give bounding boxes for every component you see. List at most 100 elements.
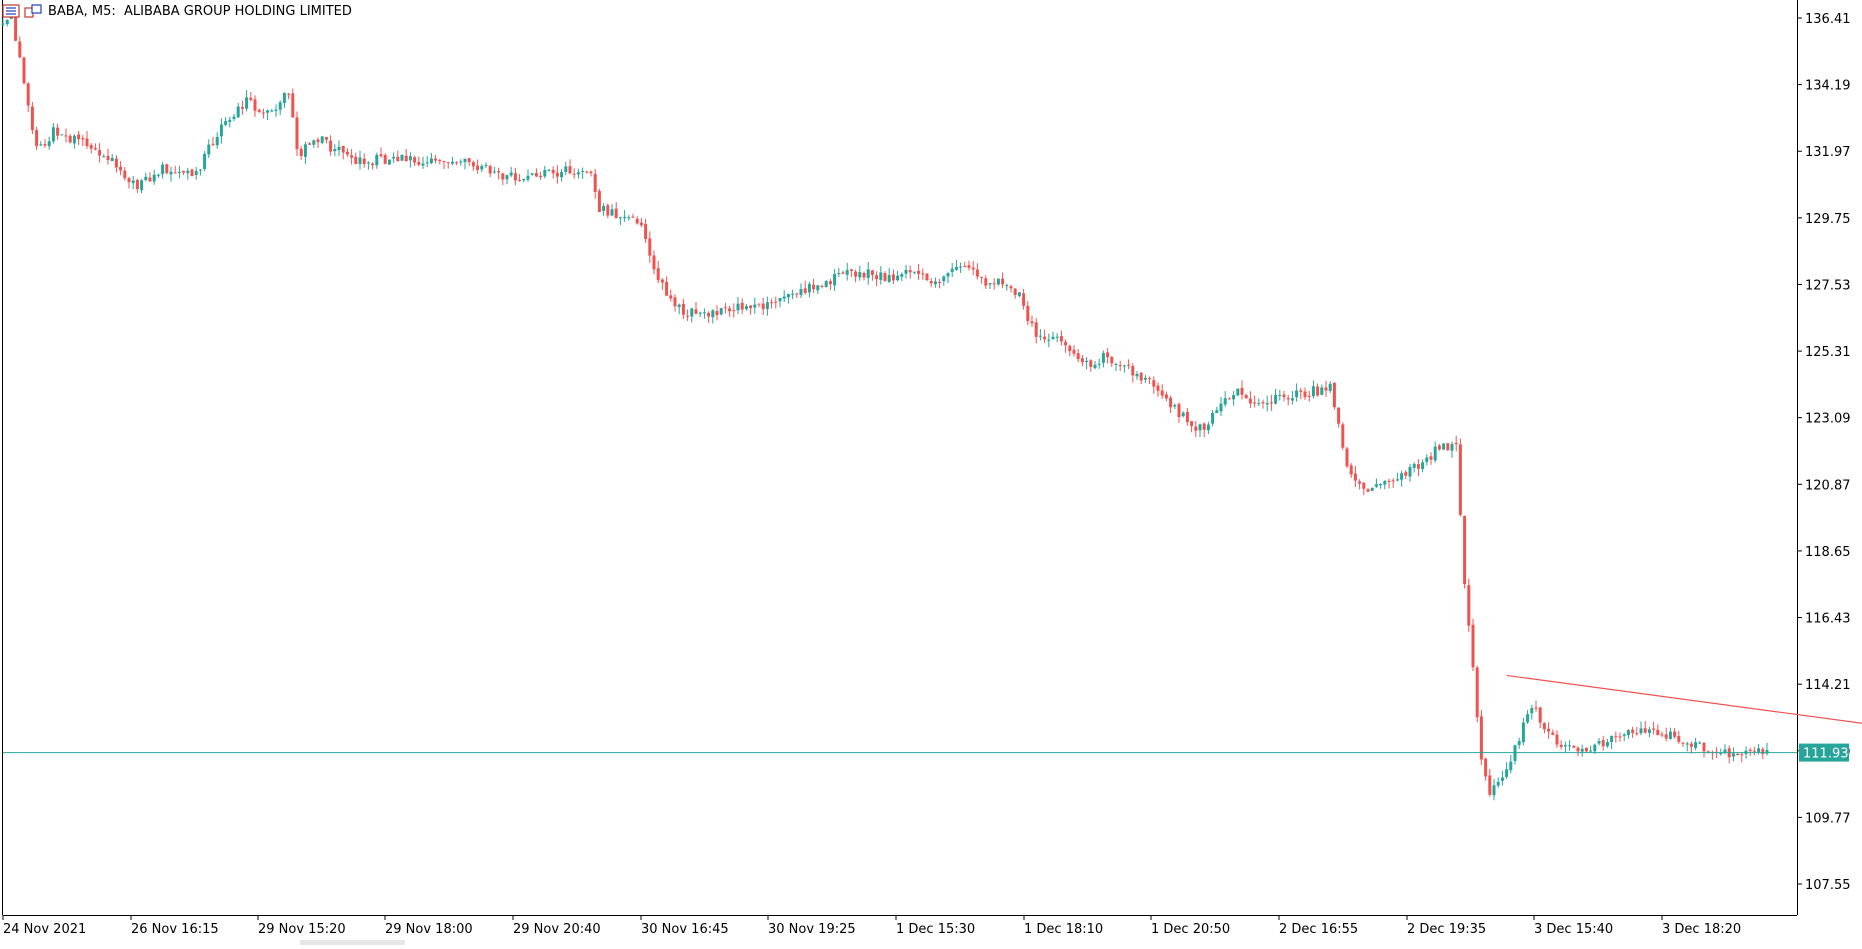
trendline[interactable] xyxy=(1506,674,1862,724)
candle-body xyxy=(127,178,131,183)
candle-body xyxy=(194,171,198,175)
candle-body xyxy=(530,173,534,175)
x-tick-label: 30 Nov 19:25 xyxy=(768,922,856,937)
candle-body xyxy=(1055,336,1059,338)
candle-body xyxy=(152,174,156,182)
candle-body xyxy=(333,148,337,152)
candle-body xyxy=(375,154,379,166)
candle-body xyxy=(576,172,580,175)
candle-body xyxy=(925,273,929,281)
candle-body xyxy=(1160,390,1164,396)
candle-body xyxy=(644,224,648,240)
candle-body xyxy=(14,16,18,41)
candle-body xyxy=(518,180,522,182)
candle-body xyxy=(1240,387,1244,395)
candle-body xyxy=(1122,365,1126,367)
candle-body xyxy=(833,274,837,286)
candle-body xyxy=(89,145,93,149)
candle-body xyxy=(1194,426,1198,431)
candle-body xyxy=(992,283,996,285)
candle-body xyxy=(841,272,845,274)
candle-body xyxy=(1740,754,1744,756)
candle-body xyxy=(1307,395,1311,397)
candle-body xyxy=(1496,781,1500,786)
candle-body xyxy=(967,265,971,268)
candle-body xyxy=(551,169,555,174)
candle-body xyxy=(1698,742,1702,744)
candle-body xyxy=(862,272,866,278)
candle-body xyxy=(1626,730,1630,736)
candle-body xyxy=(240,107,244,109)
candle-body xyxy=(291,93,295,118)
candle-body xyxy=(870,270,874,276)
candle-body xyxy=(1685,743,1689,745)
candle-body xyxy=(497,171,501,173)
candle-body xyxy=(652,255,656,270)
candle-body xyxy=(1085,360,1089,362)
candle-body xyxy=(681,303,685,315)
candle-body xyxy=(455,162,459,164)
candle-body xyxy=(1429,456,1433,460)
candle-body xyxy=(1488,775,1492,795)
candle-body xyxy=(560,172,564,178)
candle-body xyxy=(387,159,391,165)
candle-body xyxy=(345,151,349,155)
candle-body xyxy=(1660,734,1664,736)
candle-body xyxy=(1211,413,1215,424)
candle-body xyxy=(522,179,526,181)
candle-body xyxy=(1484,758,1488,777)
indicator-windows-icon[interactable] xyxy=(24,4,42,18)
candle-body xyxy=(1471,624,1475,668)
candle-body xyxy=(211,143,215,145)
candle-body xyxy=(1101,353,1105,363)
y-tick-label: 118.65 xyxy=(1805,545,1851,560)
candle-body xyxy=(1043,336,1047,340)
candle-body xyxy=(984,278,988,286)
candle-body xyxy=(1286,398,1290,400)
candle-body xyxy=(900,274,904,277)
candle-body xyxy=(879,272,883,280)
chart-menu-icon[interactable] xyxy=(2,4,20,18)
candle-body xyxy=(1677,736,1681,742)
candle-body xyxy=(249,97,253,100)
candle-body xyxy=(98,150,102,156)
candle-body xyxy=(1731,753,1735,757)
candle-body xyxy=(954,267,958,270)
candle-body xyxy=(1689,743,1693,747)
candle-body xyxy=(1072,349,1076,354)
candle-body xyxy=(450,161,454,164)
candle-body xyxy=(736,303,740,311)
x-tick-label: 2 Dec 19:35 xyxy=(1407,922,1486,937)
candle-body xyxy=(1173,404,1177,407)
candle-body xyxy=(1349,465,1353,475)
candle-body xyxy=(39,144,43,146)
candle-body xyxy=(1610,735,1614,743)
candle-body xyxy=(329,140,333,152)
candle-body xyxy=(1752,750,1756,752)
candle-body xyxy=(400,154,404,161)
candle-body xyxy=(694,309,698,314)
candle-body xyxy=(207,144,211,155)
candle-body xyxy=(1568,745,1572,747)
candle-body xyxy=(1442,443,1446,450)
candle-body xyxy=(203,153,207,169)
candle-body xyxy=(1538,707,1542,723)
candle-body xyxy=(51,127,55,142)
current-price-label: 111.93 xyxy=(1803,747,1849,762)
candle-body xyxy=(942,276,946,282)
candle-body xyxy=(564,166,568,173)
candle-body xyxy=(1001,278,1005,285)
candle-body xyxy=(1421,462,1425,470)
candle-body xyxy=(1282,394,1286,398)
candle-body xyxy=(471,162,475,167)
candle-body xyxy=(1492,785,1496,796)
candle-body xyxy=(1106,352,1110,358)
horizontal-scrollbar[interactable] xyxy=(300,940,405,945)
candle-body xyxy=(1206,424,1210,431)
candle-body xyxy=(1530,707,1534,714)
candle-body xyxy=(534,173,538,177)
candle-body xyxy=(1555,734,1559,745)
candle-body xyxy=(757,303,761,305)
